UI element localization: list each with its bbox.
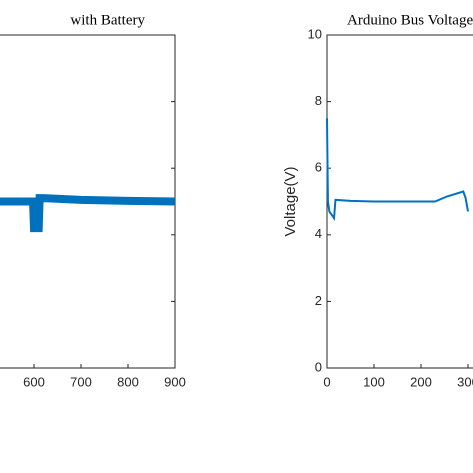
x-tick-label: 700 (70, 374, 92, 389)
x-tick-label: 800 (117, 374, 139, 389)
data-line (0, 194, 176, 233)
x-tick-label: 600 (23, 374, 45, 389)
chart-title: with Battery (70, 12, 145, 28)
x-tick-label: 0 (323, 374, 330, 389)
y-axis-label: Voltage(V) (282, 166, 299, 236)
y-tick-label: 0 (315, 359, 322, 374)
y-tick-label: 2 (315, 293, 322, 308)
y-tick-label: 6 (315, 160, 322, 175)
y-tick-label: 4 (315, 226, 322, 241)
x-tick-label: 900 (164, 374, 186, 389)
chart-title: Arduino Bus Voltage (347, 12, 473, 28)
y-tick-label: 8 (315, 93, 322, 108)
x-tick-label: 100 (363, 374, 385, 389)
data-line (326, 118, 469, 221)
x-tick-label: 300 (457, 374, 473, 389)
y-tick-label: 10 (308, 26, 322, 41)
x-tick-label: 200 (410, 374, 432, 389)
